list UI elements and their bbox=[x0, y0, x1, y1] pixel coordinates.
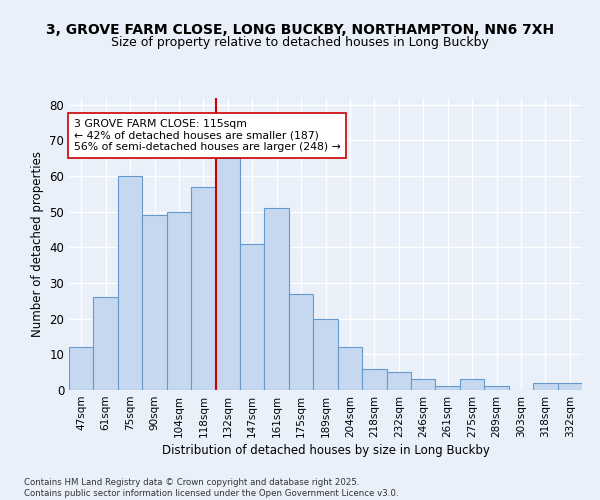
Bar bbox=[362, 368, 386, 390]
Bar bbox=[142, 215, 167, 390]
Y-axis label: Number of detached properties: Number of detached properties bbox=[31, 151, 44, 337]
Bar bbox=[411, 380, 436, 390]
Bar bbox=[265, 208, 289, 390]
Bar bbox=[191, 186, 215, 390]
Bar bbox=[386, 372, 411, 390]
Text: 3, GROVE FARM CLOSE, LONG BUCKBY, NORTHAMPTON, NN6 7XH: 3, GROVE FARM CLOSE, LONG BUCKBY, NORTHA… bbox=[46, 22, 554, 36]
Text: 3 GROVE FARM CLOSE: 115sqm
← 42% of detached houses are smaller (187)
56% of sem: 3 GROVE FARM CLOSE: 115sqm ← 42% of deta… bbox=[74, 119, 341, 152]
Bar bbox=[313, 318, 338, 390]
Bar bbox=[289, 294, 313, 390]
Bar bbox=[484, 386, 509, 390]
Bar bbox=[69, 347, 94, 390]
Bar bbox=[240, 244, 265, 390]
Bar bbox=[557, 383, 582, 390]
Bar bbox=[436, 386, 460, 390]
X-axis label: Distribution of detached houses by size in Long Buckby: Distribution of detached houses by size … bbox=[161, 444, 490, 457]
Bar bbox=[215, 158, 240, 390]
Bar bbox=[533, 383, 557, 390]
Text: Contains HM Land Registry data © Crown copyright and database right 2025.
Contai: Contains HM Land Registry data © Crown c… bbox=[24, 478, 398, 498]
Bar bbox=[118, 176, 142, 390]
Bar bbox=[167, 212, 191, 390]
Bar bbox=[338, 347, 362, 390]
Text: Size of property relative to detached houses in Long Buckby: Size of property relative to detached ho… bbox=[111, 36, 489, 49]
Bar bbox=[460, 380, 484, 390]
Bar bbox=[94, 298, 118, 390]
